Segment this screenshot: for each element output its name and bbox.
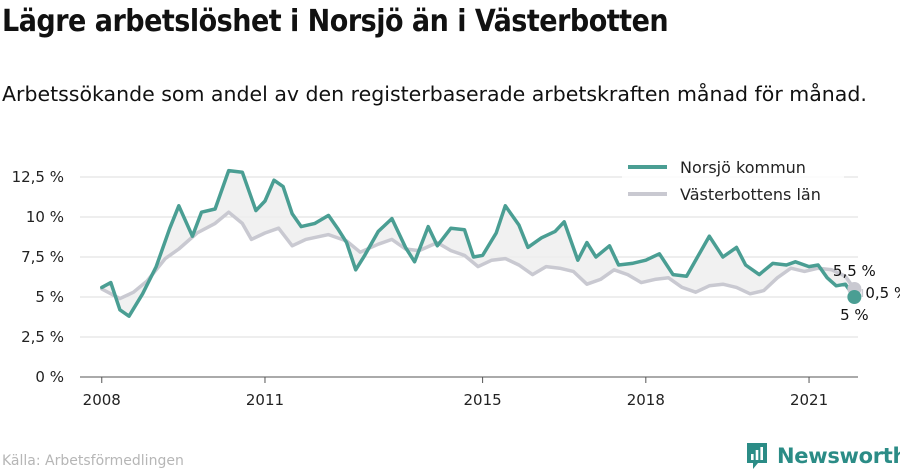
- legend: Norsjö kommun Västerbottens län: [622, 150, 844, 208]
- series-line-norsjo-kommun: [100, 168, 857, 318]
- chart-title: Lägre arbetslöshet i Norsjö än i Västerb…: [2, 4, 669, 39]
- x-tick-label: 2008: [83, 391, 121, 409]
- brand-name: Newsworthy: [777, 444, 900, 468]
- newsworthy-logo-icon: [747, 443, 767, 469]
- brand-logo: Newsworthy: [745, 441, 900, 471]
- x-tick-label: 2021: [790, 391, 828, 409]
- y-tick-label: 10 %: [26, 208, 64, 226]
- x-tick-label: 2018: [627, 391, 665, 409]
- x-tick-label: 2011: [246, 391, 284, 409]
- y-tick-label: 5 %: [35, 288, 64, 306]
- y-tick-label: 2,5 %: [21, 328, 64, 346]
- x-axis: 2008 2011 2015 2018 2021: [80, 376, 858, 409]
- y-axis-labels: 0 % 2,5 % 5 % 7,5 % 10 % 12,5 %: [12, 168, 64, 386]
- end-label-vasterbotten: 5,5 %: [833, 262, 876, 280]
- chart-subtitle: Arbetssökande som andel av den registerb…: [2, 82, 867, 106]
- legend-label-norsjo: Norsjö kommun: [680, 158, 806, 177]
- end-label-norsjo: 5 %: [840, 306, 869, 324]
- legend-background: [622, 150, 844, 208]
- legend-label-vasterbotten: Västerbottens län: [680, 185, 821, 204]
- y-tick-label: 12,5 %: [12, 168, 64, 186]
- source-note: Källa: Arbetsförmedlingen: [2, 453, 184, 469]
- x-tick-label: 2015: [464, 391, 502, 409]
- series-line-vasterbottens-lan: [100, 210, 857, 301]
- end-marker-norsjo: [847, 290, 862, 304]
- y-tick-label: 0 %: [35, 368, 64, 386]
- difference-label: 0,5 %: [865, 284, 900, 302]
- y-tick-label: 7,5 %: [21, 248, 64, 266]
